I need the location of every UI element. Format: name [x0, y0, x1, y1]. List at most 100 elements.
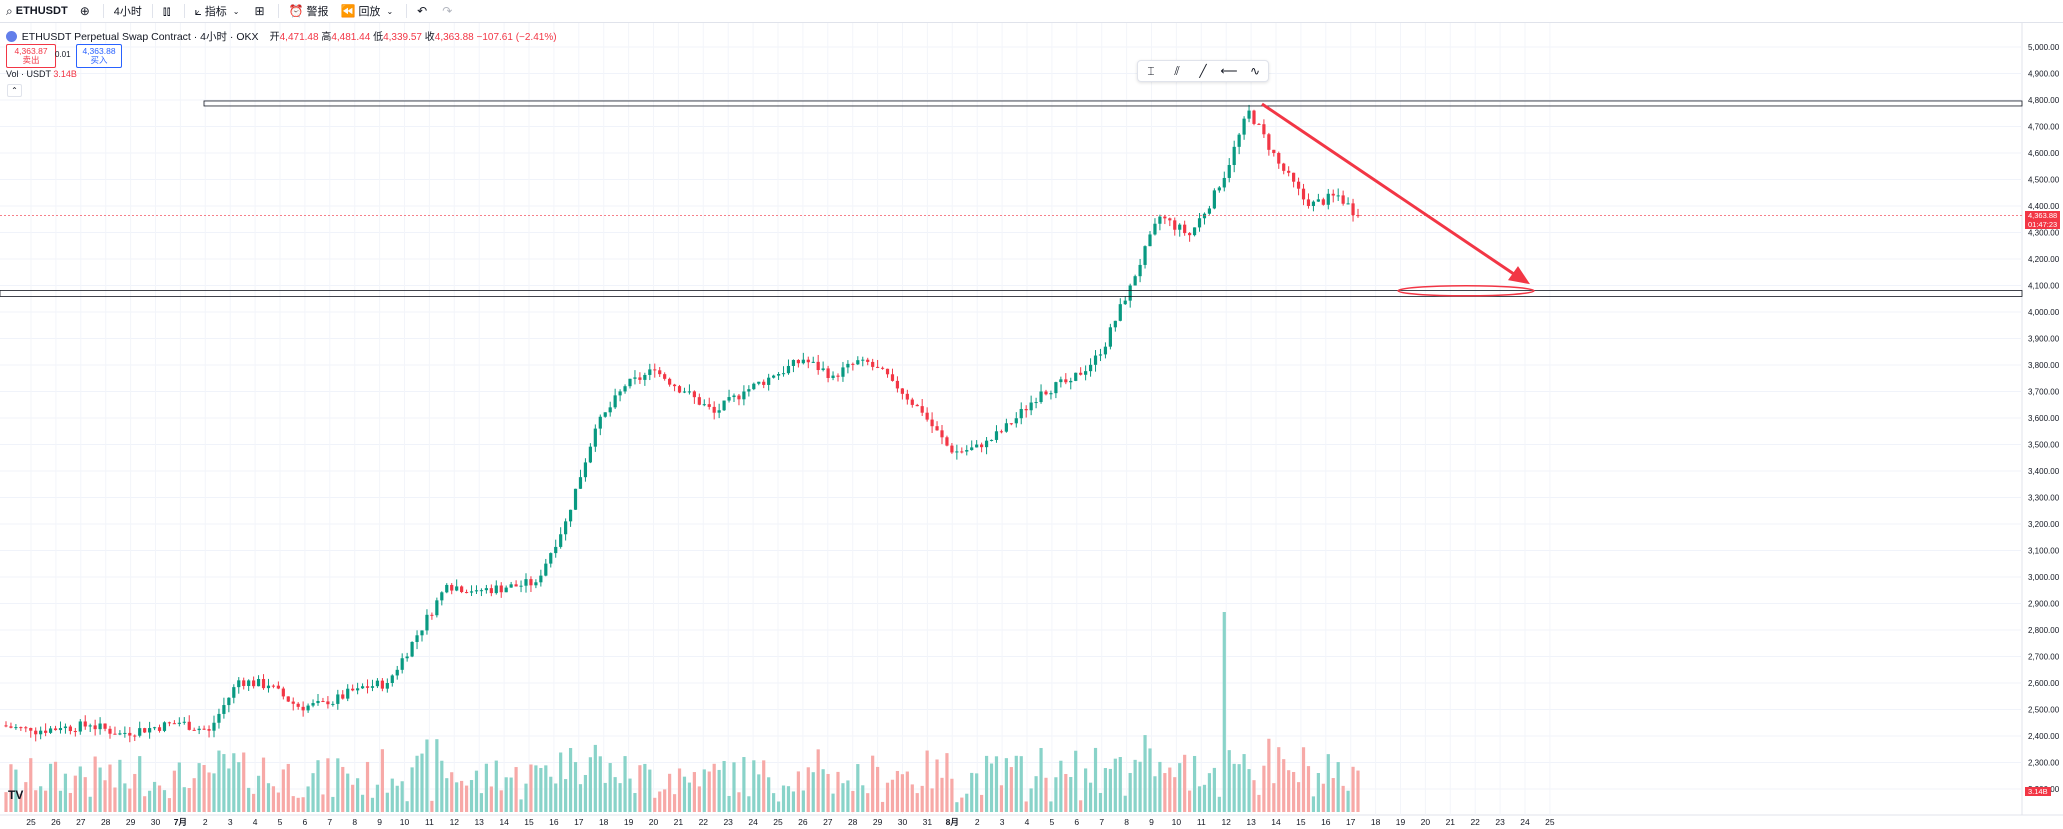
- price-tick-label: 3,000.00: [2028, 573, 2060, 582]
- volume-bar: [217, 750, 221, 812]
- volume-bar: [464, 785, 469, 812]
- time-tick-label: 12: [1221, 817, 1231, 827]
- volume-bar: [643, 763, 647, 812]
- volume-bar: [162, 790, 167, 812]
- time-tick-label: 30: [898, 817, 908, 827]
- interval-button[interactable]: 4小时: [108, 0, 148, 22]
- volume-bar: [88, 796, 92, 812]
- volume-bar: [370, 797, 375, 812]
- candle-body: [712, 406, 716, 413]
- volume-bar: [648, 769, 652, 812]
- volume-bar: [1257, 794, 1261, 812]
- volume-bar: [237, 762, 241, 812]
- candle-body: [24, 727, 28, 729]
- horizontal-ray-icon[interactable]: ⟵: [1220, 64, 1238, 78]
- volume-bar: [375, 784, 380, 812]
- price-tick-label: 3,500.00: [2028, 441, 2060, 450]
- volume-bar: [955, 802, 959, 812]
- volume-bar: [167, 798, 172, 812]
- templates-button[interactable]: ⊞: [248, 0, 273, 22]
- candle-body: [172, 723, 176, 725]
- trendline-tool-icon[interactable]: ╱: [1199, 64, 1207, 78]
- volume-bar: [663, 789, 667, 812]
- candle-body: [1252, 110, 1256, 124]
- volume-bar: [118, 759, 122, 812]
- low-key: 低: [373, 32, 384, 43]
- path-tool-icon[interactable]: ∿: [1249, 64, 1261, 78]
- volume-bar: [1336, 762, 1340, 812]
- change-value: −107.61 (−2.41%): [476, 32, 557, 43]
- volume-bar: [301, 797, 305, 812]
- buy-button[interactable]: 4,363.88 买入: [76, 44, 122, 68]
- candle-body: [440, 592, 444, 601]
- candle-body: [182, 721, 186, 723]
- candle-body: [1197, 218, 1202, 228]
- candle-body: [1153, 223, 1157, 235]
- volume-bar: [256, 775, 261, 812]
- candle-body: [781, 373, 786, 375]
- volume-bar: [885, 782, 890, 812]
- volume-bar: [747, 796, 751, 812]
- candle-body: [207, 729, 211, 731]
- volume-bar: [474, 770, 479, 812]
- volume-bar: [1029, 788, 1033, 812]
- undo-button[interactable]: ↶: [411, 0, 436, 22]
- volume-bar: [816, 749, 820, 812]
- candle-body: [841, 367, 845, 377]
- volume-bar: [133, 773, 137, 812]
- alert-button[interactable]: ⏰ 警报: [283, 0, 335, 22]
- volume-bar: [509, 777, 513, 812]
- volume-bar: [1148, 748, 1152, 812]
- divider: [102, 4, 104, 18]
- volume-bar: [276, 792, 280, 812]
- candle-body: [1331, 193, 1335, 196]
- redo-button[interactable]: ↷: [436, 0, 461, 22]
- candle-body: [727, 397, 731, 401]
- candle-body: [1069, 380, 1073, 383]
- candle-body: [1296, 181, 1301, 189]
- volume-tag: 3.14B: [2025, 787, 2051, 797]
- candle-body: [1158, 216, 1162, 224]
- volume-bar: [291, 796, 295, 812]
- volume-bar: [177, 762, 181, 812]
- candle-body: [1113, 320, 1117, 328]
- volume-bar: [207, 772, 211, 812]
- compare-button[interactable]: ⊕: [74, 0, 99, 22]
- price-tick-label: 4,000.00: [2028, 308, 2060, 317]
- candle-body: [1019, 408, 1023, 419]
- support-zone: [0, 290, 2023, 297]
- volume-bar: [573, 762, 578, 812]
- time-tick-label: 7: [1099, 817, 1104, 827]
- trend-arrow-head: [1508, 266, 1530, 285]
- volume-bar: [905, 771, 909, 812]
- symbol-search[interactable]: ⌕ ETHUSDT: [0, 0, 74, 22]
- candle-body: [950, 445, 954, 453]
- candle-body: [460, 586, 464, 593]
- sell-button[interactable]: 4,363.87 卖出: [6, 44, 56, 68]
- volume-bar: [34, 790, 38, 812]
- candle-body: [648, 369, 652, 375]
- candle-body: [19, 727, 23, 729]
- volume-bar: [311, 773, 315, 812]
- volume-bar: [638, 765, 642, 812]
- volume-bar: [1118, 757, 1122, 812]
- chart-type-button[interactable]: ⫾⫾: [157, 0, 180, 22]
- volume-bar: [1341, 785, 1345, 812]
- indicators-icon: ⟀: [194, 3, 202, 18]
- replay-button[interactable]: ⏪ 回放 ⌄: [334, 0, 402, 22]
- candle-body: [1282, 163, 1286, 171]
- candle-body: [68, 726, 72, 732]
- candle-body: [1257, 123, 1261, 125]
- volume-bar: [1326, 754, 1330, 812]
- cursor-tool-icon[interactable]: ⌶: [1147, 63, 1155, 78]
- time-tick-label: 10: [400, 817, 410, 827]
- candle-body: [266, 685, 271, 689]
- indicators-button[interactable]: ⟀ 指标 ⌄: [189, 0, 249, 22]
- candle-body: [593, 428, 597, 447]
- volume-bar: [856, 764, 860, 812]
- collapse-legend-button[interactable]: ⌃: [7, 84, 22, 97]
- parallel-channel-icon[interactable]: ⫽: [1174, 63, 1180, 78]
- candle-body: [286, 696, 290, 702]
- candle-body: [375, 680, 380, 687]
